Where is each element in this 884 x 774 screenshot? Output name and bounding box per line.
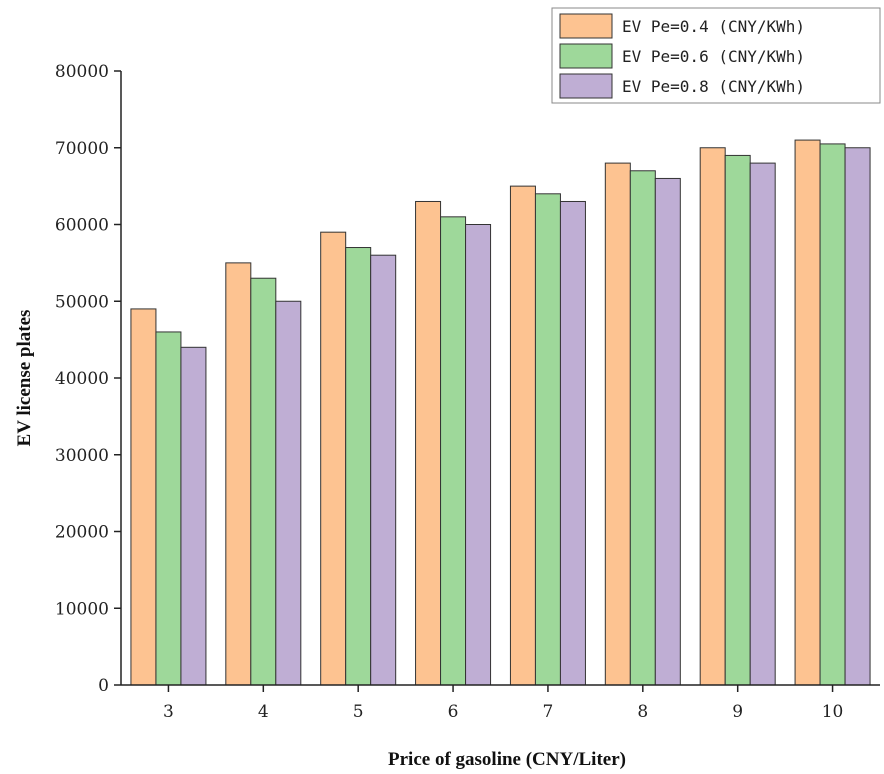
bar-ev-pe-0-4-cny-kwh--4	[225, 262, 252, 686]
bar-ev-pe-0-8-cny-kwh--9	[749, 162, 776, 686]
bar-ev-pe-0-6-cny-kwh--3	[155, 331, 182, 686]
y-tick-label: 80000	[55, 62, 109, 82]
bar-ev-pe-0-8-cny-kwh--7	[559, 200, 586, 686]
bar-ev-pe-0-8-cny-kwh--4	[275, 300, 302, 686]
legend-label: EV Pe=0.6 (CNY/KWh)	[622, 47, 805, 66]
legend-label: EV Pe=0.8 (CNY/KWh)	[622, 77, 805, 96]
x-tick-label: 6	[448, 702, 459, 722]
bar-ev-pe-0-8-cny-kwh--3	[180, 346, 207, 686]
x-tick-label: 4	[258, 702, 269, 722]
bar-ev-pe-0-4-cny-kwh--8	[604, 162, 631, 686]
bar-ev-pe-0-4-cny-kwh--6	[415, 200, 442, 686]
bar-ev-pe-0-6-cny-kwh--4	[250, 277, 277, 686]
bar-ev-pe-0-4-cny-kwh--5	[320, 231, 347, 686]
x-axis-label: Price of gasoline (CNY/Liter)	[388, 749, 626, 770]
y-tick-label: 10000	[55, 599, 109, 619]
x-tick-label: 9	[732, 702, 743, 722]
y-axis: 0 10000 20000 30000 40000 50000 60000 70000 8000…	[55, 62, 122, 696]
x-tick-label: 3	[163, 702, 174, 722]
x-tick-label: 7	[543, 702, 554, 722]
legend-swatch	[559, 43, 613, 69]
x-tick-label: 10	[822, 702, 844, 722]
y-tick-label: 20000	[55, 523, 109, 543]
legend-swatch	[559, 13, 613, 39]
legend-label: EV Pe=0.4 (CNY/KWh)	[622, 17, 805, 36]
y-tick-label: 40000	[55, 369, 109, 389]
x-tick-label: 8	[637, 702, 648, 722]
bar-ev-pe-0-8-cny-kwh--6	[465, 224, 492, 686]
bar-ev-pe-0-4-cny-kwh--7	[509, 185, 536, 686]
bar-ev-pe-0-8-cny-kwh--8	[654, 177, 681, 686]
y-tick-label: 70000	[55, 139, 109, 159]
y-tick-label: 60000	[55, 216, 109, 236]
y-tick-label: 50000	[55, 292, 109, 312]
x-tick-label: 5	[353, 702, 364, 722]
y-tick-label: 30000	[55, 446, 109, 466]
bar-ev-pe-0-8-cny-kwh--5	[370, 254, 397, 686]
x-axis: 3 4 5 6 7 8 9 10	[121, 684, 880, 722]
bar-ev-pe-0-6-cny-kwh--9	[724, 154, 751, 686]
legend: EV Pe=0.4 (CNY/KWh) EV Pe=0.6 (CNY/KWh) EV…	[551, 7, 881, 104]
bar-ev-pe-0-6-cny-kwh--5	[345, 247, 372, 686]
bar-ev-pe-0-6-cny-kwh--7	[534, 193, 561, 686]
y-tick-label: 0	[98, 676, 109, 696]
bar-ev-pe-0-4-cny-kwh--9	[699, 147, 726, 686]
bar-ev-pe-0-4-cny-kwh--10	[794, 139, 821, 686]
bars-group	[130, 139, 871, 686]
y-axis-label: EV license plates	[14, 310, 35, 447]
legend-swatch	[559, 73, 613, 99]
bar-ev-pe-0-6-cny-kwh--6	[440, 216, 467, 686]
bar-ev-pe-0-4-cny-kwh--3	[130, 308, 157, 686]
bar-ev-pe-0-6-cny-kwh--10	[819, 143, 846, 686]
bar-ev-pe-0-6-cny-kwh--8	[629, 170, 656, 686]
bar-ev-pe-0-8-cny-kwh--10	[844, 147, 871, 686]
